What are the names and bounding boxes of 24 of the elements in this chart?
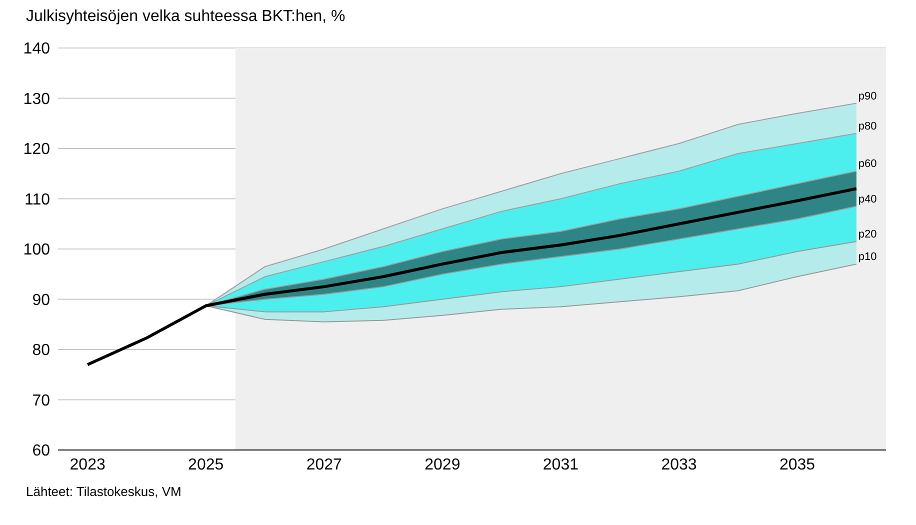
y-tick-label: 140 [23, 40, 50, 58]
x-tick-label: 2031 [542, 456, 579, 474]
y-tick-label: 100 [23, 242, 50, 259]
chart-title: Julkisyhteisöjen velka suhteessa BKT:hen, % [26, 8, 346, 27]
series-label: p20 [858, 228, 877, 240]
x-tick-label: 2023 [70, 456, 106, 474]
series-label: p10 [858, 251, 877, 264]
series-label: p60 [858, 158, 877, 170]
x-tick-label: 2033 [661, 456, 697, 474]
text: Lähteet: Tilastokeskus, VM [26, 484, 182, 499]
y-tick-label: 70 [32, 392, 50, 410]
series-label: p90 [858, 90, 877, 102]
x-tick-label: 2027 [306, 456, 342, 474]
x-tick-label: 2029 [424, 456, 460, 474]
x-tick-label: 2035 [779, 456, 816, 474]
x-tick-label: 2025 [188, 456, 224, 474]
series-label: p80 [858, 120, 877, 132]
y-tick-label: 130 [23, 90, 50, 108]
y-tick-label: 80 [32, 342, 50, 360]
y-tick-label: 60 [32, 442, 50, 460]
y-tick-label: 90 [32, 292, 50, 309]
series-label: p40 [858, 193, 877, 206]
y-tick-label: 120 [23, 141, 50, 158]
y-tick-label: 110 [24, 191, 50, 208]
